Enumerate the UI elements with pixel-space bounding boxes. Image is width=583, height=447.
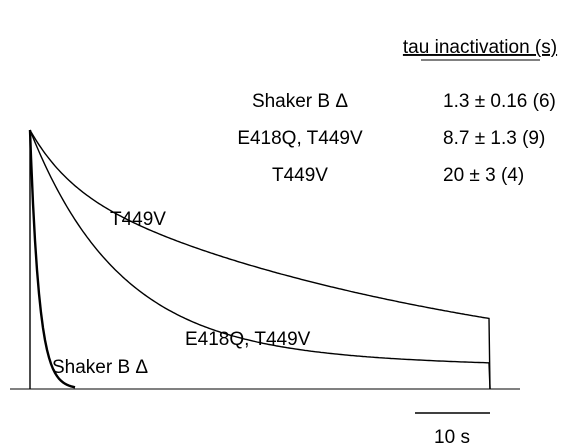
trace-t449v xyxy=(29,129,491,390)
trace-shaker-b xyxy=(28,129,76,389)
row-value: 1.3 ± 0.16 (6) xyxy=(443,91,556,112)
trace-label: T449V xyxy=(110,209,166,230)
row-name: E418Q, T449V xyxy=(237,128,363,149)
trace-label: Shaker B Δ xyxy=(52,357,148,378)
row-name: T449V xyxy=(272,165,328,186)
row-value: 20 ± 3 (4) xyxy=(443,165,524,186)
table-header: tau inactivation (s) xyxy=(403,37,557,58)
row-value: 8.7 ± 1.3 (9) xyxy=(443,128,545,149)
row-name: Shaker B Δ xyxy=(252,91,348,112)
trace-label: E418Q, T449V xyxy=(185,329,311,350)
scale-label: 10 s xyxy=(434,427,470,447)
trace-e418q-t449v xyxy=(29,129,491,390)
